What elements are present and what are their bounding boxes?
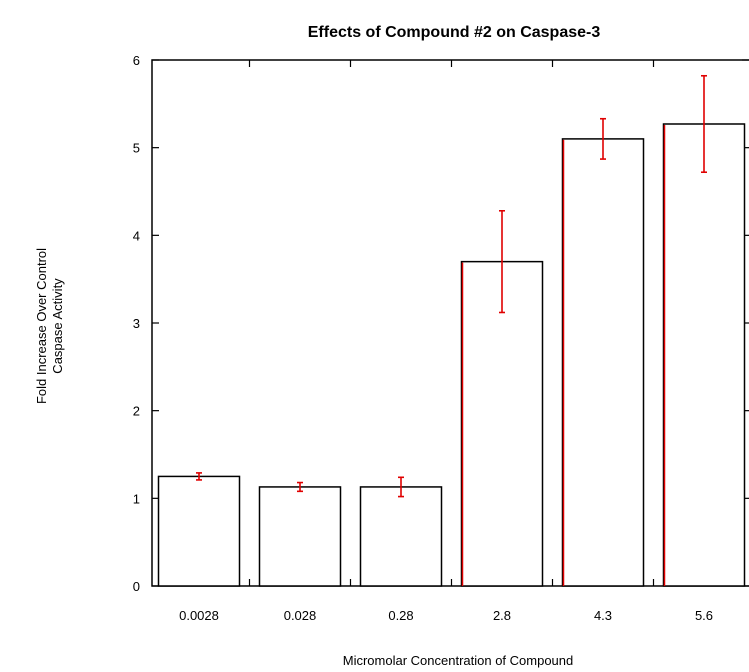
y-tick-label: 3 <box>133 316 140 331</box>
y-tick-label: 6 <box>133 53 140 68</box>
bar <box>359 486 443 587</box>
x-axis-label: Micromolar Concentration of Compound <box>343 653 574 668</box>
y-axis-label: Fold Increase Over Control Caspase Activ… <box>34 248 65 404</box>
x-tick-label: 4.3 <box>594 608 612 623</box>
bar <box>662 123 746 587</box>
y-tick-label: 0 <box>133 579 140 594</box>
y-tick-label: 5 <box>133 141 140 156</box>
chart-title: Effects of Compound #2 on Caspase-3 <box>308 24 601 41</box>
bar <box>460 260 544 587</box>
y-axis-label-line-1: Fold Increase Over Control <box>34 248 49 404</box>
x-tick-label: 2.8 <box>493 608 511 623</box>
x-tick-label: 5.6 <box>695 608 713 623</box>
y-axis-label-line-2: Caspase Activity <box>50 278 65 374</box>
bar <box>157 475 241 587</box>
x-tick-label: 0.028 <box>284 608 317 623</box>
plot-area: 0 1 2 3 4 5 6 0.0028 0.028 0.28 2.8 4.3 5.6 <box>133 53 749 623</box>
y-tick-label: 2 <box>133 404 140 419</box>
bar <box>561 138 645 587</box>
x-tick-label: 0.28 <box>388 608 413 623</box>
y-tick-label: 1 <box>133 491 140 506</box>
y-tick-label: 4 <box>133 228 140 243</box>
x-tick-label: 0.0028 <box>179 608 219 623</box>
plot-frame <box>151 59 749 587</box>
bar <box>258 486 342 587</box>
